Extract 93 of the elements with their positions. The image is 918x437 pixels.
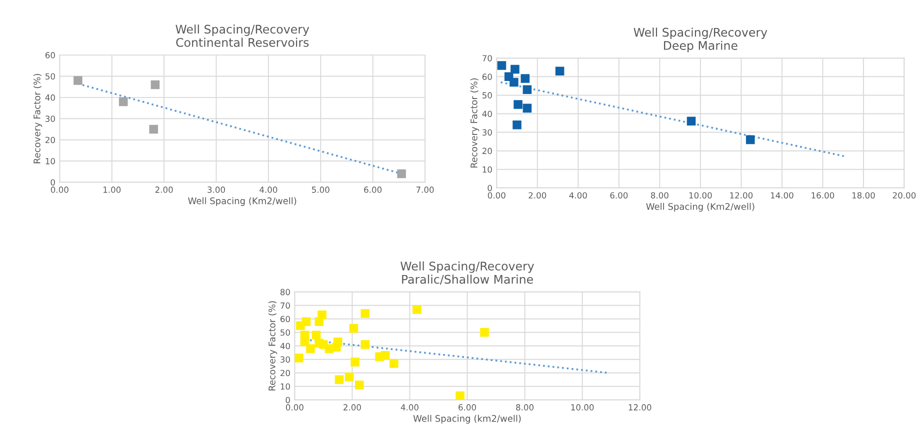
x-tick-label: 8.00: [516, 404, 534, 410]
point: [149, 124, 158, 134]
point: [746, 135, 755, 144]
y-tick-label: 50: [280, 329, 290, 336]
point: [150, 80, 160, 90]
y-tick-label: 30: [482, 129, 492, 136]
y-axis-title: Recovery Factor (%): [470, 78, 480, 168]
point: [349, 324, 358, 333]
point: [686, 116, 696, 126]
y-tick-label: 20: [482, 148, 492, 154]
point: [312, 330, 321, 340]
point: [74, 76, 82, 85]
point: [355, 380, 364, 390]
y-tick-label: 40: [482, 110, 492, 118]
x-tick-label: 1.00: [104, 186, 121, 193]
point: [344, 372, 354, 382]
y-tick-label: 0: [50, 179, 55, 186]
y-axis-title: Recovery Factor (%): [268, 301, 278, 390]
y-tick-label: 10: [482, 166, 492, 173]
point: [350, 358, 360, 366]
y-tick-label: 30: [46, 116, 55, 122]
y-tick-label: 60: [45, 52, 55, 58]
point: [555, 66, 564, 76]
point: [360, 309, 370, 318]
point: [360, 340, 370, 349]
y-tick-label: 60: [280, 316, 290, 322]
x-tick-label: 6.00: [364, 186, 382, 193]
point: [334, 375, 344, 384]
y-axis-title: Recovery Factor (%): [33, 74, 42, 164]
point: [514, 100, 522, 109]
y-tick-label: 20: [46, 136, 55, 144]
point: [412, 305, 422, 314]
x-tick-label: 14.00: [770, 192, 794, 199]
x-tick-label: 4.00: [400, 404, 418, 410]
point: [510, 64, 520, 74]
x-tick-label: 7.00: [416, 186, 434, 193]
x-tick-label: 6.00: [610, 192, 628, 199]
point: [294, 354, 304, 362]
x-tick-label: 10.00: [571, 404, 594, 410]
chart-title: Well Spacing/Recovery Paralic/Shallow Marine: [400, 261, 534, 285]
point: [510, 78, 518, 87]
y-tick-label: 0: [488, 184, 492, 192]
x-tick-label: 10.00: [689, 192, 712, 199]
x-axis-title: Well Spacing (Km2/well): [646, 202, 754, 212]
point: [480, 328, 489, 337]
x-tick-label: 2.00: [344, 404, 361, 410]
y-tick-label: 80: [280, 288, 290, 296]
x-tick-label: 0.00: [488, 192, 506, 199]
point: [520, 74, 530, 83]
y-tick-label: 60: [482, 74, 492, 80]
point: [512, 120, 522, 130]
x-axis-title: Well Spacing (km2/well): [413, 414, 521, 424]
x-tick-label: 16.00: [812, 192, 834, 199]
point: [456, 391, 464, 400]
y-tick-label: 10: [280, 383, 290, 390]
point: [390, 359, 398, 368]
x-tick-label: 12.00: [628, 404, 652, 410]
x-tick-label: 0.00: [286, 404, 304, 410]
y-tick-label: 50: [482, 92, 492, 98]
x-tick-label: 6.00: [458, 404, 476, 410]
point: [397, 169, 406, 178]
y-tick-label: 70: [280, 302, 290, 309]
x-tick-label: 8.00: [650, 192, 668, 199]
x-tick-label: 4.00: [569, 192, 587, 199]
y-tick-label: 40: [280, 342, 290, 350]
chart-title: Well Spacing/Recovery Deep Marine: [634, 28, 768, 52]
chart-title: Well Spacing/Recovery Continental Reservoirs: [176, 24, 310, 47]
y-tick-label: 0: [286, 396, 290, 404]
y-tick-label: 70: [482, 55, 492, 62]
point: [302, 317, 311, 326]
x-tick-label: 18.00: [852, 192, 875, 199]
x-tick-label: 3.00: [208, 186, 225, 193]
y-tick-label: 40: [45, 94, 55, 101]
x-tick-label: 12.00: [730, 192, 753, 199]
point: [522, 85, 532, 94]
point: [118, 97, 128, 106]
point: [380, 350, 390, 360]
x-tick-label: 2.00: [528, 192, 546, 199]
y-tick-label: 50: [46, 73, 55, 80]
point: [522, 104, 532, 113]
x-axis-title: Well Spacing (Km2/well): [188, 197, 296, 206]
point: [332, 342, 341, 352]
y-tick-label: 10: [46, 158, 55, 164]
x-tick-label: 20.00: [892, 192, 916, 199]
x-tick-label: 4.00: [260, 186, 278, 193]
point: [306, 344, 315, 353]
x-tick-label: 0.00: [50, 186, 68, 193]
point: [497, 61, 506, 70]
x-tick-label: 5.00: [312, 186, 330, 193]
point: [318, 310, 326, 320]
y-tick-label: 30: [280, 356, 290, 363]
x-tick-label: 2.00: [155, 186, 173, 193]
y-tick-label: 20: [280, 370, 290, 376]
